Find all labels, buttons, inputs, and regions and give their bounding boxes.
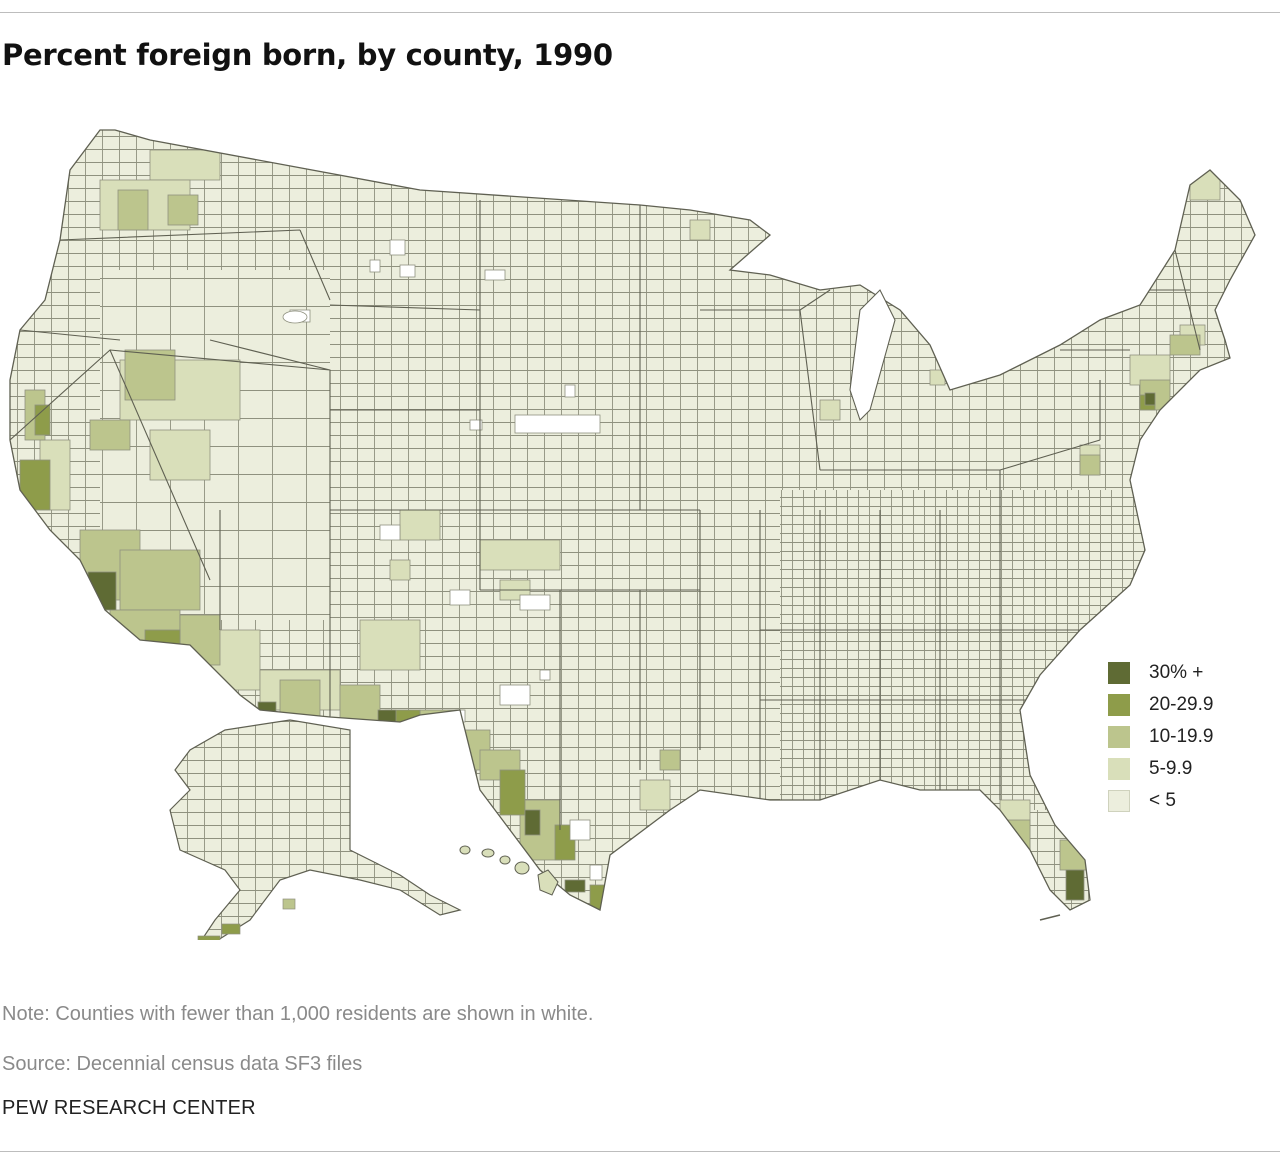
state-boundaries — [10, 200, 1201, 830]
great-salt-lake — [282, 310, 308, 324]
legend-swatch — [1108, 790, 1130, 812]
bottom-rule — [0, 1151, 1280, 1152]
legend-item-5-9-9: 5-9.9 — [1108, 753, 1213, 785]
legend-label: 10-19.9 — [1149, 726, 1214, 747]
chart-title: Percent foreign born, by county, 1990 — [2, 38, 613, 72]
legend-label: 30% + — [1149, 662, 1204, 683]
legend-label: 20-29.9 — [1149, 694, 1214, 715]
legend: 30% + 20-29.9 10-19.9 5-9.9 < 5 — [1108, 657, 1213, 817]
footnote: Note: Counties with fewer than 1,000 res… — [2, 1003, 594, 1025]
legend-item-10-19-9: 10-19.9 — [1108, 721, 1213, 753]
legend-swatch — [1108, 758, 1130, 780]
alaska — [169, 719, 462, 940]
legend-swatch — [1108, 726, 1130, 748]
legend-label: < 5 — [1149, 790, 1176, 811]
publisher-credit: PEW RESEARCH CENTER — [2, 1097, 256, 1119]
hawaii — [459, 845, 559, 896]
top-rule — [0, 12, 1280, 13]
legend-item-20-29-9: 20-29.9 — [1108, 689, 1213, 721]
contiguous-us — [9, 129, 1256, 911]
legend-item-under-5: < 5 — [1108, 785, 1213, 817]
county-map — [9, 129, 1256, 940]
low-population-counties — [289, 239, 603, 881]
florida-keys — [1039, 914, 1061, 921]
legend-swatch — [1108, 694, 1130, 716]
legend-item-30-plus: 30% + — [1108, 657, 1213, 689]
lake-michigan — [849, 289, 896, 422]
legend-label: 5-9.9 — [1149, 758, 1193, 779]
source-line: Source: Decennial census data SF3 files — [2, 1053, 363, 1075]
legend-swatch — [1108, 662, 1130, 684]
